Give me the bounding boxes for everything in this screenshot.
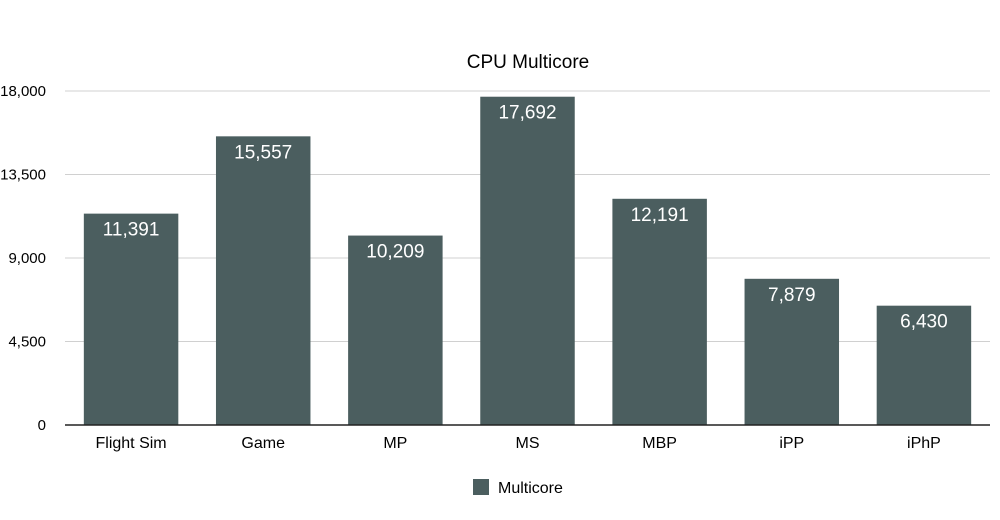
bar	[480, 96, 575, 425]
legend-swatch	[473, 479, 489, 495]
y-tick-label: 0	[38, 417, 46, 434]
bar	[744, 278, 840, 425]
bar	[612, 198, 707, 425]
data-label: 12,191	[631, 205, 689, 226]
chart-title: CPU Multicore	[467, 52, 589, 73]
bar	[215, 136, 311, 425]
y-axis-ticks: 0 4,500 9,000 13,500 18,000	[0, 83, 46, 434]
bar	[83, 213, 179, 425]
y-tick-label: 13,500	[0, 167, 46, 184]
x-tick-label: MBP	[642, 435, 677, 452]
bar	[876, 305, 972, 425]
x-tick-label: iPP	[779, 435, 804, 452]
legend-label: Multicore	[498, 480, 563, 497]
x-tick-label: MS	[516, 435, 540, 452]
data-label: 7,879	[768, 285, 816, 306]
y-tick-label: 9,000	[8, 250, 46, 267]
legend: Multicore	[473, 479, 563, 497]
data-labels: 11,391 15,557 10,209 17,692 12,191 7,879 6,430	[103, 103, 948, 333]
data-label: 10,209	[366, 242, 424, 263]
x-tick-label: MP	[383, 435, 407, 452]
y-tick-label: 4,500	[8, 334, 46, 351]
data-label: 15,557	[234, 142, 292, 163]
bar	[348, 235, 443, 425]
y-tick-label: 18,000	[0, 83, 46, 100]
x-tick-label: Flight Sim	[96, 435, 167, 452]
x-axis-ticks: Flight Sim Game MP MS MBP iPP iPhP	[96, 435, 941, 452]
data-label: 11,391	[103, 220, 160, 241]
x-tick-label: iPhP	[907, 435, 941, 452]
x-tick-label: Game	[241, 435, 285, 452]
data-label: 17,692	[498, 103, 556, 124]
data-label: 6,430	[900, 312, 948, 333]
bars	[83, 96, 972, 425]
